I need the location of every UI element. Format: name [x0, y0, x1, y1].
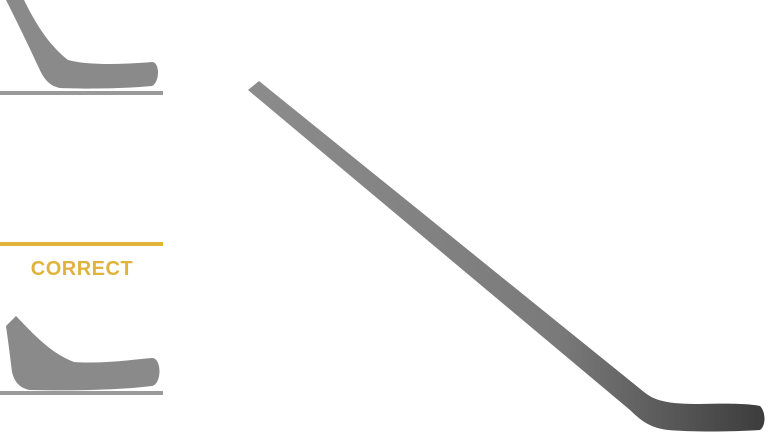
ice-line — [0, 391, 163, 395]
stick — [248, 81, 765, 432]
stick-bottom — [0, 316, 163, 395]
correct-label: CORRECT — [31, 258, 133, 280]
ice-line — [0, 91, 163, 95]
stick-large — [248, 81, 765, 432]
blade — [6, 316, 160, 391]
divider — [0, 242, 163, 246]
blade — [6, 0, 158, 89]
stick-top — [0, 0, 163, 95]
